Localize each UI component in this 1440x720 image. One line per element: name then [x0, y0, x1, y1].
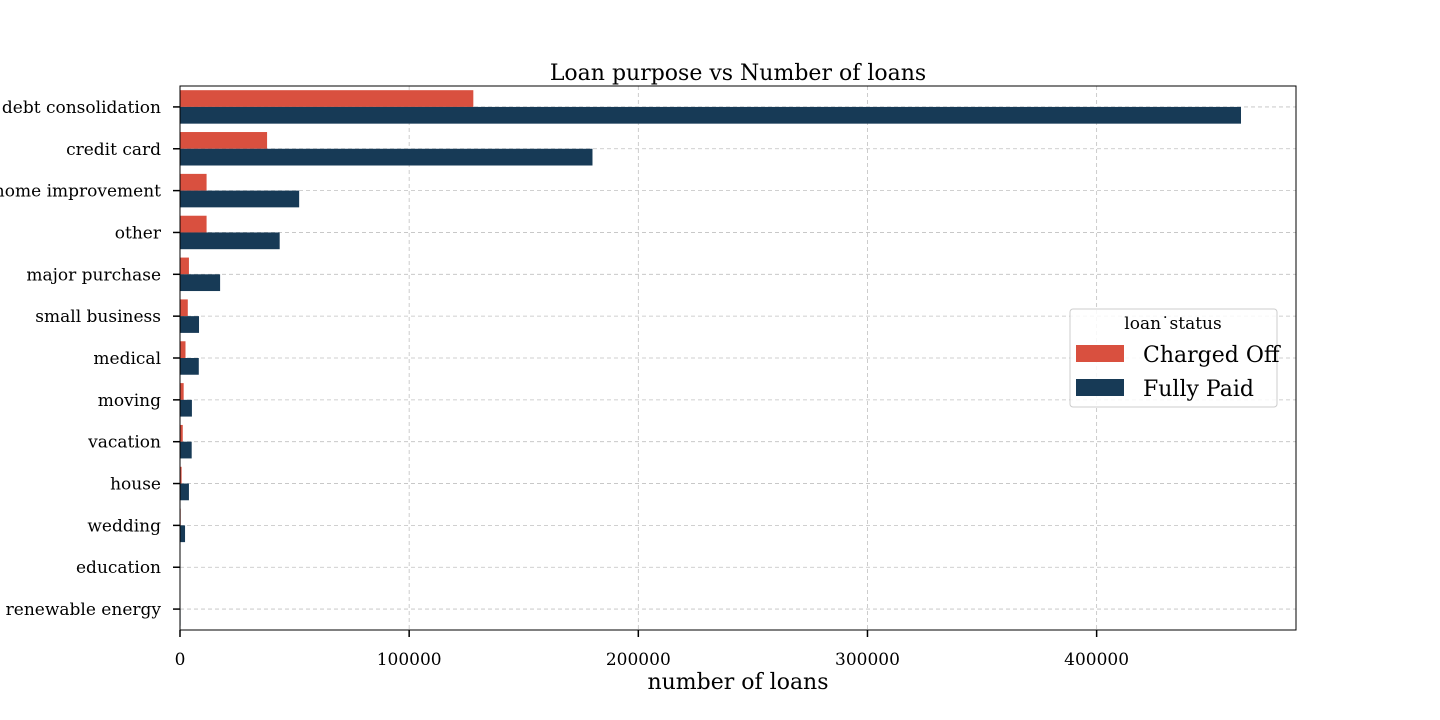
chart-title: Loan purpose vs Number of loans: [550, 61, 926, 86]
legend-swatch-charged-off: [1076, 345, 1124, 362]
bar-charged-off-house: [180, 466, 182, 484]
legend-label-charged-off: Charged Off: [1143, 343, 1281, 368]
bar-charged-off-other: [180, 215, 207, 233]
y-tick-label-medical: medical: [93, 349, 161, 369]
y-tick-label-other: other: [115, 223, 162, 243]
x-tick-label: 200000: [606, 650, 671, 670]
y-tick-label-small-business: small business: [35, 307, 161, 327]
bar-fully-paid-house: [180, 483, 189, 501]
y-tick-label-house: house: [110, 475, 161, 495]
bar-fully-paid-wedding: [180, 525, 186, 543]
legend: loan˙status Charged Off Fully Paid: [1069, 308, 1281, 408]
bar-charged-off-moving: [180, 383, 184, 400]
legend-label-fully-paid: Fully Paid: [1143, 377, 1254, 402]
y-tick-label-moving: moving: [98, 391, 161, 411]
legend-title: loan˙status: [1124, 314, 1221, 334]
bar-fully-paid-debt-consolidation: [180, 106, 1242, 124]
y-tick-label-major-purchase: major purchase: [26, 265, 161, 285]
bar-fully-paid-major-purchase: [180, 274, 221, 292]
bar-fully-paid-medical: [180, 358, 199, 375]
bar-fully-paid-credit-card: [180, 148, 593, 166]
x-axis: 0 100000 200000 300000 400000: [175, 630, 1129, 670]
y-tick-label-renewable-energy: renewable energy: [6, 600, 162, 620]
bar-fully-paid-small-business: [180, 316, 200, 333]
y-tick-label-wedding: wedding: [87, 516, 161, 536]
y-tick-label-vacation: vacation: [87, 433, 161, 453]
bar-charged-off-medical: [180, 341, 186, 358]
bar-charged-off-small-business: [180, 299, 188, 317]
bar-fully-paid-vacation: [180, 441, 192, 459]
bar-fully-paid-home-improvement: [180, 190, 300, 208]
y-tick-label-credit-card: credit card: [66, 140, 161, 160]
y-tick-label-home-improvement: home improvement: [0, 182, 161, 202]
bar-charged-off-major-purchase: [180, 257, 189, 275]
x-tick-label: 100000: [377, 650, 442, 670]
y-tick-label-debt-consolidation: debt consolidation: [2, 98, 161, 118]
bar-charged-off-credit-card: [180, 132, 268, 149]
bar-charged-off-debt-consolidation: [180, 90, 474, 107]
x-tick-label: 0: [175, 650, 186, 670]
legend-swatch-fully-paid: [1076, 379, 1124, 396]
bar-fully-paid-other: [180, 232, 280, 250]
x-tick-label: 300000: [835, 650, 900, 670]
y-tick-label-education: education: [76, 558, 161, 578]
bar-charged-off-vacation: [180, 424, 183, 442]
y-axis: debt consolidation credit card home improv…: [0, 98, 180, 620]
bar-fully-paid-moving: [180, 399, 192, 417]
x-axis-title: number of loans: [647, 670, 828, 695]
bar-charged-off-home-improvement: [180, 173, 207, 191]
x-tick-label: 400000: [1064, 650, 1129, 670]
bars: [180, 90, 1242, 626]
